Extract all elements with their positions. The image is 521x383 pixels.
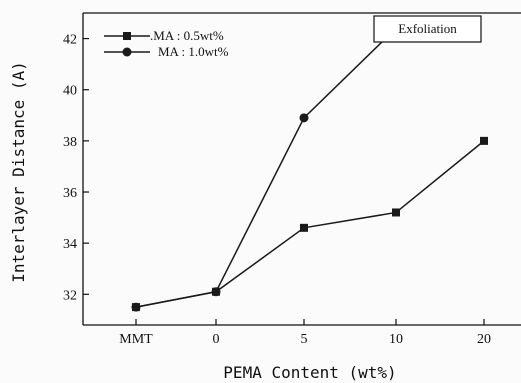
y-tick-label-36: 36 [63, 186, 77, 201]
series-2-point-MMT [131, 302, 141, 312]
series-1-point-20 [480, 136, 488, 145]
series-1-point-5 [300, 223, 308, 232]
legend-label-series-1: .MA : 0.5wt% [150, 28, 224, 43]
y-tick-label-42: 42 [63, 33, 77, 48]
annotation-box: Exfoliation [373, 15, 482, 43]
plot-frame [82, 12, 521, 326]
x-ticks: MMT 0 5 10 20 [119, 319, 491, 347]
y-ticks: 32 34 36 38 40 42 [63, 33, 89, 303]
legend-circle-marker [122, 47, 132, 57]
x-tick-label-10: 10 [389, 332, 403, 347]
series-lines [135, 27, 485, 308]
annotation-label: Exfoliation [398, 21, 457, 36]
x-axis-title: PEMA Content (wt%) [223, 363, 396, 382]
legend-square-marker [123, 32, 131, 40]
y-axis-title: Interlayer Distance (A) [9, 61, 28, 283]
y-tick-label-34: 34 [63, 237, 77, 252]
series-1-point-10 [392, 208, 400, 217]
series-line-2 [135, 27, 397, 308]
x-tick-label-20: 20 [477, 332, 491, 347]
annotation-frame [373, 15, 482, 43]
y-tick-label-32: 32 [63, 288, 77, 303]
legend-label-series-2: MA : 1.0wt% [158, 44, 229, 59]
y-tick-label-38: 38 [63, 135, 77, 150]
x-tick-label-0: 0 [213, 332, 220, 347]
series-markers [131, 23, 488, 312]
x-tick-label-5: 5 [301, 332, 308, 347]
series-2-point-0 [211, 287, 221, 297]
series-2-point-5 [299, 113, 309, 123]
series-line-1 [135, 140, 485, 308]
y-tick-label-40: 40 [63, 84, 77, 99]
x-tick-label-MMT: MMT [119, 332, 153, 347]
legend: .MA : 0.5wt% MA : 1.0wt% [104, 28, 229, 59]
